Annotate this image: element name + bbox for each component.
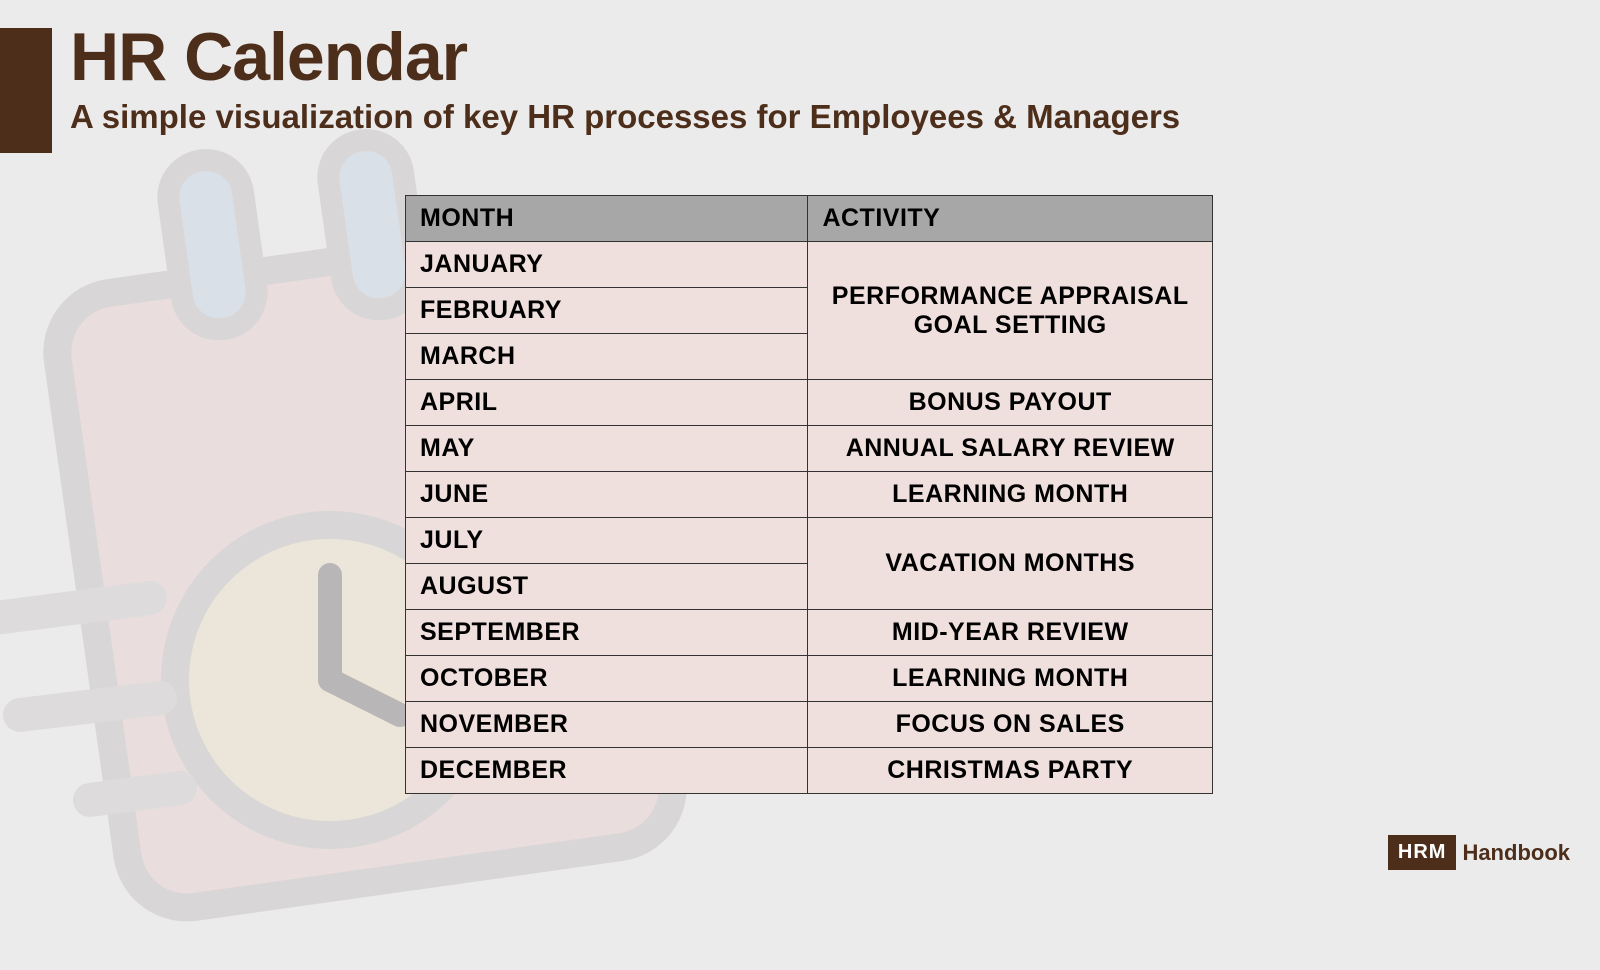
month-cell: APRIL xyxy=(406,380,808,426)
logo-text: Handbook xyxy=(1462,840,1570,866)
activity-cell: VACATION MONTHS xyxy=(808,518,1213,610)
activity-cell: BONUS PAYOUT xyxy=(808,380,1213,426)
month-cell: NOVEMBER xyxy=(406,702,808,748)
month-cell: AUGUST xyxy=(406,564,808,610)
header: HR Calendar A simple visualization of ke… xyxy=(70,18,1180,136)
calendar-table-container: MONTH ACTIVITY JANUARY PERFORMANCE APPRA… xyxy=(405,195,1213,794)
month-cell: SEPTEMBER xyxy=(406,610,808,656)
month-cell: MAY xyxy=(406,426,808,472)
activity-cell: FOCUS ON SALES xyxy=(808,702,1213,748)
month-cell: JANUARY xyxy=(406,242,808,288)
month-cell: JULY xyxy=(406,518,808,564)
month-cell: FEBRUARY xyxy=(406,288,808,334)
activity-cell: CHRISTMAS PARTY xyxy=(808,748,1213,794)
activity-cell: PERFORMANCE APPRAISAL GOAL SETTING xyxy=(808,242,1213,380)
month-cell: MARCH xyxy=(406,334,808,380)
page-title: HR Calendar xyxy=(70,18,1180,96)
activity-cell: ANNUAL SALARY REVIEW xyxy=(808,426,1213,472)
activity-cell: LEARNING MONTH xyxy=(808,656,1213,702)
activity-cell: LEARNING MONTH xyxy=(808,472,1213,518)
accent-bar xyxy=(0,28,52,153)
month-cell: JUNE xyxy=(406,472,808,518)
page-subtitle: A simple visualization of key HR process… xyxy=(70,98,1180,136)
logo-box: HRM xyxy=(1388,835,1457,870)
activity-cell: MID-YEAR REVIEW xyxy=(808,610,1213,656)
col-header-month: MONTH xyxy=(406,196,808,242)
calendar-table: MONTH ACTIVITY JANUARY PERFORMANCE APPRA… xyxy=(405,195,1213,794)
month-cell: DECEMBER xyxy=(406,748,808,794)
month-cell: OCTOBER xyxy=(406,656,808,702)
col-header-activity: ACTIVITY xyxy=(808,196,1213,242)
brand-logo: HRM Handbook xyxy=(1388,835,1570,870)
